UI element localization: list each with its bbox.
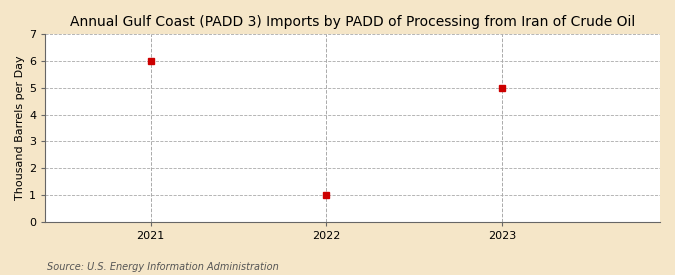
Title: Annual Gulf Coast (PADD 3) Imports by PADD of Processing from Iran of Crude Oil: Annual Gulf Coast (PADD 3) Imports by PA… <box>70 15 635 29</box>
Y-axis label: Thousand Barrels per Day: Thousand Barrels per Day <box>15 56 25 200</box>
Text: Source: U.S. Energy Information Administration: Source: U.S. Energy Information Administ… <box>47 262 279 272</box>
